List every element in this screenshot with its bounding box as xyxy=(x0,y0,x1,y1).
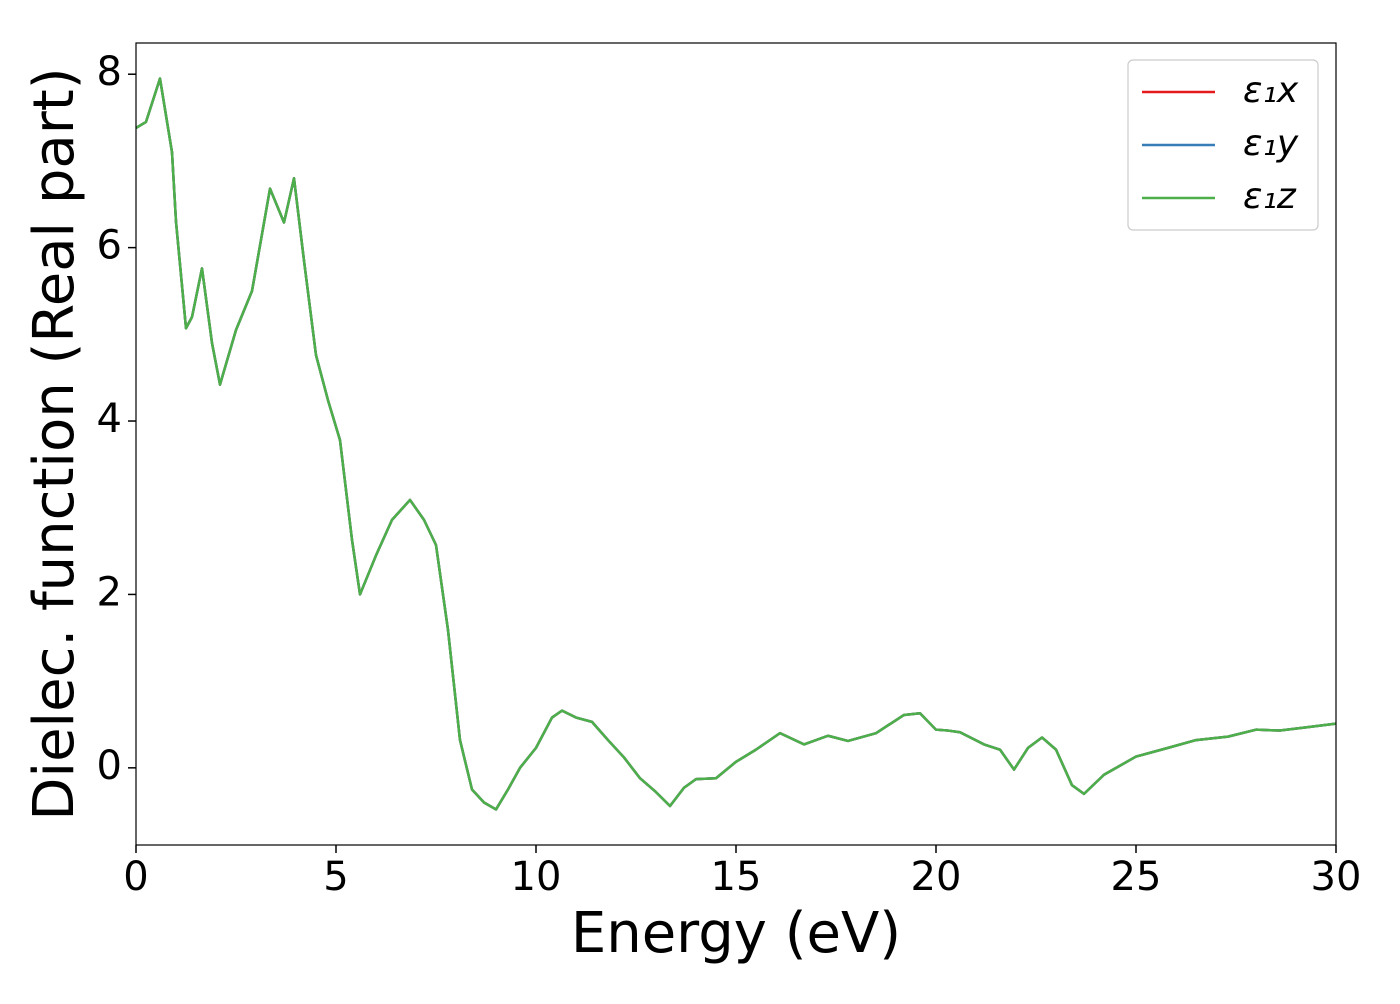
plot-frame xyxy=(135,42,1337,846)
x-tick-label: 20 xyxy=(911,854,962,900)
y-tick-label: 6 xyxy=(97,223,122,269)
x-tick-label: 15 xyxy=(711,854,762,900)
y-tick-label: 0 xyxy=(97,743,122,789)
legend-label: ε₁y xyxy=(1243,123,1299,164)
series-line xyxy=(135,77,1337,811)
x-tick-label: 10 xyxy=(511,854,562,900)
x-tick-label: 25 xyxy=(1111,854,1162,900)
x-axis-label: Energy (eV) xyxy=(571,901,901,966)
y-tick-label: 4 xyxy=(97,396,122,442)
legend-label: ε₁z xyxy=(1243,176,1297,217)
y-tick-label: 8 xyxy=(97,49,122,95)
x-tick-label: 30 xyxy=(1311,854,1362,900)
y-axis-label: Dielec. function (Real part) xyxy=(22,67,87,820)
legend-label: ε₁x xyxy=(1243,70,1299,111)
y-tick-label: 2 xyxy=(97,569,122,615)
x-tick-label: 0 xyxy=(123,854,148,900)
x-tick-label: 5 xyxy=(323,854,348,900)
legend-box xyxy=(1127,59,1319,231)
